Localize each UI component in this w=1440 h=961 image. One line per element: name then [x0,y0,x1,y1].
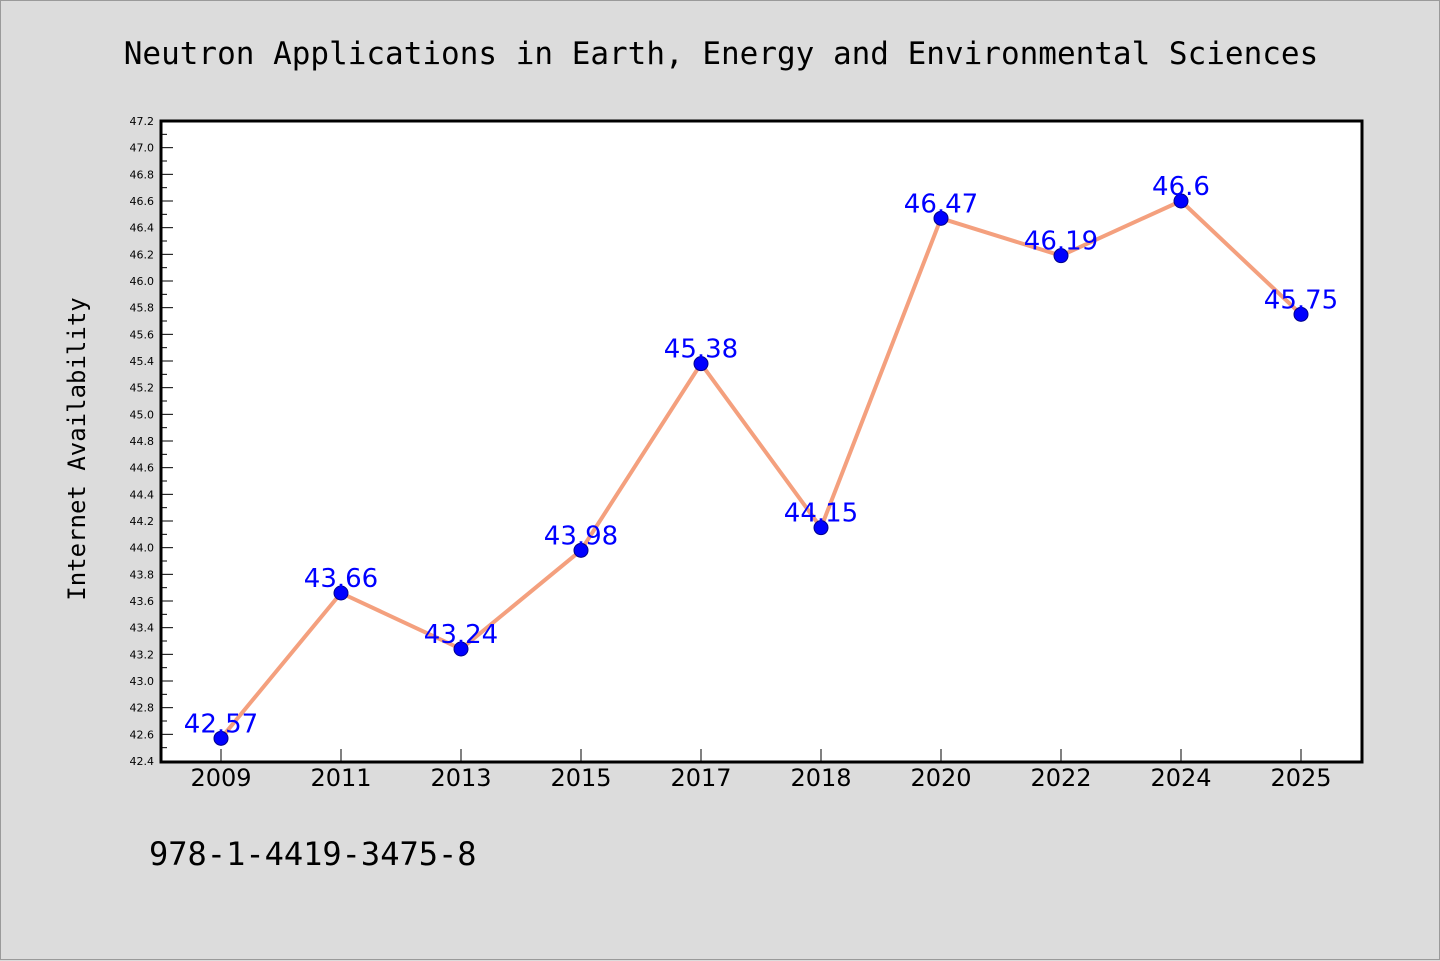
isbn-footnote: 978-1-4419-3475-8 [149,835,477,873]
y-tick-label: 46.0 [130,275,155,288]
data-point [453,641,469,657]
y-tick-label: 45.8 [130,302,155,315]
data-label: 44.15 [784,499,858,529]
data-point [813,520,829,536]
y-tick-label: 42.6 [130,728,155,741]
x-tick-label: 2020 [910,764,971,792]
y-tick-label: 46.4 [130,222,155,235]
y-tick-label: 43.8 [130,568,155,581]
y-tick-label: 45.0 [130,408,155,421]
y-tick-label: 46.6 [130,195,155,208]
x-tick-label: 2013 [430,764,491,792]
y-tick-label: 44.6 [130,462,155,475]
data-point [1173,193,1189,209]
data-point [1293,306,1309,322]
y-tick-label: 46.2 [130,248,155,261]
series-line [219,199,1303,740]
data-label: 43.66 [304,564,378,594]
data-label: 46.6 [1152,172,1210,202]
data-label: 45.38 [664,335,738,365]
x-tick-label: 2015 [550,764,611,792]
data-label: 42.57 [184,709,258,739]
data-point [693,356,709,372]
chart-title: Neutron Applications in Earth, Energy an… [124,36,1318,72]
y-tick-label: 44.8 [130,435,155,448]
y-tick-label: 43.0 [130,675,155,688]
x-tick-label: 2025 [1270,764,1331,792]
y-tick-label: 45.6 [130,328,155,341]
y-tick-label: 44.2 [130,515,155,528]
x-tick-label: 2009 [190,764,251,792]
data-point [1053,248,1069,264]
y-axis: 42.4 42.6 42.8 43.0 43.2 43.4 43.6 43.8 44.0 44.2… [130,115,173,768]
data-point [213,730,229,746]
y-tick-label: 47.2 [130,115,155,128]
series-group: 42.57 43.66 43.24 43.98 45.38 44.15 46.47 46.19… [184,172,1338,746]
y-tick-label: 44.0 [130,542,155,555]
plot-area [159,119,1364,764]
data-label: 45.75 [1264,285,1338,315]
data-point [933,210,949,226]
y-tick-label: 43.2 [130,648,155,661]
y-tick-label: 47.0 [130,142,155,155]
y-tick-label: 42.8 [130,702,155,715]
y-axis-label: Internet Availability [63,297,91,600]
x-tick-label: 2024 [1150,764,1211,792]
x-tick-label: 2022 [1030,764,1091,792]
y-tick-label: 44.4 [130,488,155,501]
y-tick-label: 45.2 [130,382,155,395]
y-tick-label: 42.4 [130,755,155,768]
y-tick-label: 43.4 [130,622,155,635]
data-point [333,585,349,601]
data-label: 46.19 [1024,227,1098,257]
data-label: 46.47 [904,189,978,219]
x-tick-label: 2017 [670,764,731,792]
x-axis: 2009 2011 2013 2015 2017 2018 2020 2022 2024 2025 [190,749,1332,792]
x-tick-label: 2018 [790,764,851,792]
y-tick-label: 45.4 [130,355,155,368]
x-tick-label: 2011 [310,764,371,792]
y-tick-label: 43.6 [130,595,155,608]
data-point [573,542,589,558]
data-label: 43.98 [544,521,618,551]
data-label: 43.24 [424,620,498,650]
y-tick-label: 46.8 [130,168,155,181]
